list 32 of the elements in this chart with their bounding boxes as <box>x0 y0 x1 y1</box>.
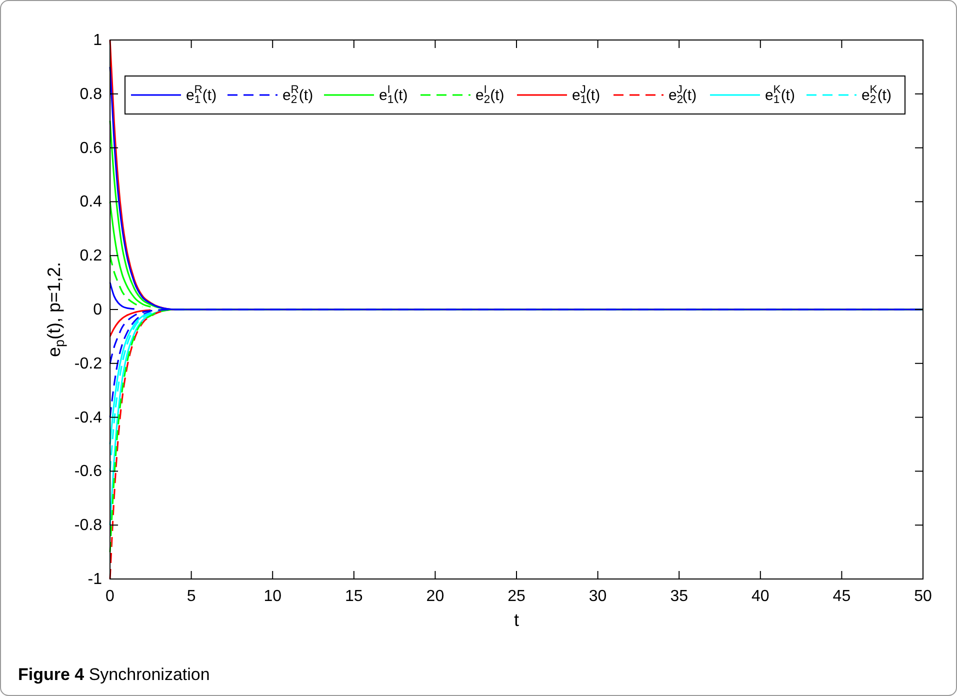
x-tick-label: 0 <box>106 588 115 605</box>
y-tick-label: 0.4 <box>80 194 102 211</box>
legend-label: e$_{2}$$^{I}$(t) <box>476 84 504 106</box>
y-tick-label: -1 <box>88 571 102 588</box>
caption: Figure 4 Synchronization <box>18 665 210 684</box>
legend-label: e$_{1}$$^{I}$(t) <box>379 84 408 106</box>
x-tick-label: 5 <box>186 588 196 605</box>
x-tick-label: 10 <box>264 588 282 605</box>
legend-label: e$_{2}$$^{R}$(t) <box>282 84 314 106</box>
x-tick-label: 15 <box>345 588 363 605</box>
y-tick-label: -0.4 <box>74 409 102 426</box>
legend-label: e$_{1}$$^{K}$(t) <box>765 84 795 106</box>
y-tick-label: -0.6 <box>74 463 102 480</box>
legend-label: e$_{1}$$^{R}$(t) <box>186 84 217 106</box>
x-tick-label: 25 <box>508 588 526 605</box>
y-tick-label: 0.6 <box>80 140 102 157</box>
y-tick-label: -0.2 <box>74 355 102 372</box>
legend-label: e$_{2}$$^{K}$(t) <box>862 84 892 106</box>
x-tick-label: 45 <box>832 588 851 605</box>
x-tick-label: 40 <box>752 588 770 605</box>
x-tick-label: 30 <box>588 588 607 605</box>
y-tick-label: 0.8 <box>80 86 102 103</box>
y-tick-label: 0 <box>93 302 102 318</box>
x-tick-label: 20 <box>426 588 444 605</box>
x-axis-title: t <box>514 610 520 630</box>
y-tick-label: 1 <box>93 32 102 49</box>
x-tick-label: 50 <box>914 588 932 605</box>
x-tick-label: 35 <box>670 588 688 605</box>
y-tick-label: -0.8 <box>74 517 102 534</box>
legend-label: e$_{1}$$^{J}$(t) <box>572 84 600 106</box>
legend-label: e$_{2}$$^{J}$(t) <box>668 84 697 106</box>
y-tick-label: 0.2 <box>80 248 102 265</box>
